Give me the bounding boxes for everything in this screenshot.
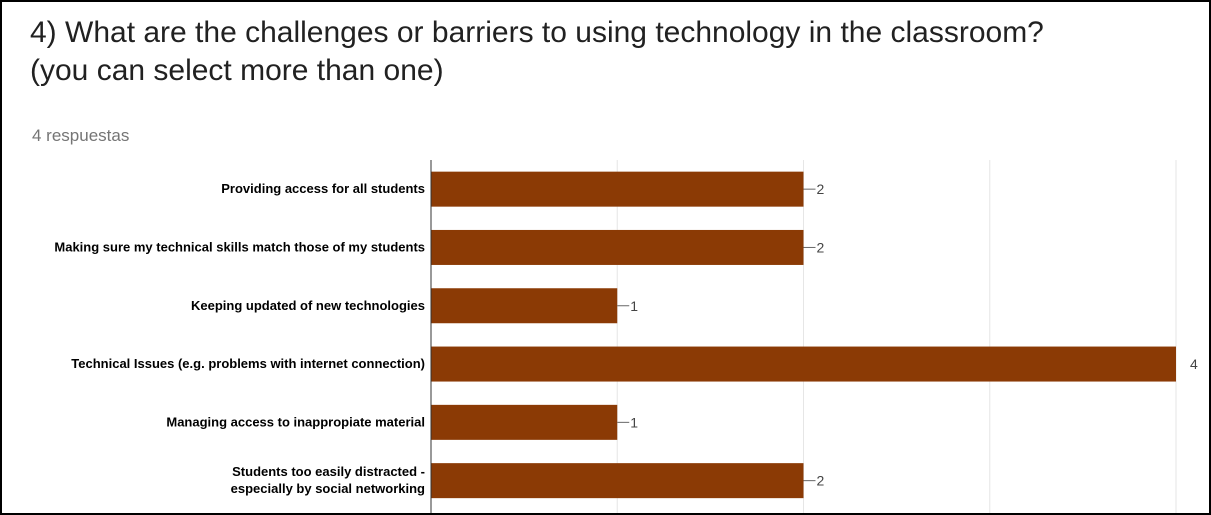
category-label: Providing access for all students: [221, 181, 425, 196]
category-label: especially by social networking: [231, 481, 425, 496]
category-label: Keeping updated of new technologies: [191, 298, 425, 313]
category-label: Making sure my technical skills match th…: [54, 239, 425, 254]
category-label: Technical Issues (e.g. problems with int…: [71, 356, 425, 371]
value-label: 2: [817, 181, 825, 197]
question-title-line-2: (you can select more than one): [30, 54, 444, 87]
bar: [431, 463, 804, 499]
value-label: 1: [630, 414, 638, 430]
value-label: 2: [817, 473, 825, 489]
value-label: 2: [817, 239, 825, 255]
gridlines: [616, 160, 1177, 513]
bar: [431, 404, 618, 440]
bars: [431, 171, 1176, 499]
category-label: Managing access to inappropiate material: [166, 414, 425, 429]
value-label: 4: [1190, 356, 1198, 372]
value-labels: 2 2 1 4 1 2: [617, 181, 1198, 489]
category-labels: Providing access for all students Making …: [54, 181, 425, 496]
bar: [431, 171, 804, 207]
bar: [431, 288, 618, 324]
value-label: 1: [630, 298, 638, 314]
bar: [431, 229, 804, 265]
question-title-line-1: 4) What are the challenges or barriers t…: [30, 16, 1044, 49]
bar: [431, 346, 1176, 382]
response-count: 4 respuestas: [32, 126, 130, 145]
category-label: Students too easily distracted -: [232, 464, 425, 479]
question-title: 4) What are the challenges or barriers t…: [30, 14, 1044, 90]
